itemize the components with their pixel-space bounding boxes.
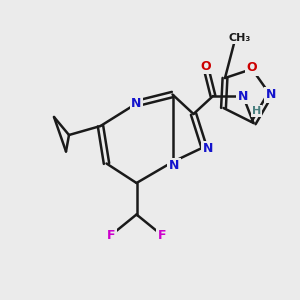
Text: N: N [266, 88, 276, 101]
Text: CH₃: CH₃ [228, 33, 250, 43]
Text: O: O [200, 59, 211, 73]
Text: N: N [238, 89, 248, 103]
Text: F: F [158, 229, 166, 242]
Text: H: H [252, 106, 261, 116]
Text: N: N [131, 97, 142, 110]
Text: N: N [202, 142, 213, 155]
Text: N: N [169, 159, 179, 172]
Text: F: F [107, 229, 115, 242]
Text: O: O [247, 61, 257, 74]
